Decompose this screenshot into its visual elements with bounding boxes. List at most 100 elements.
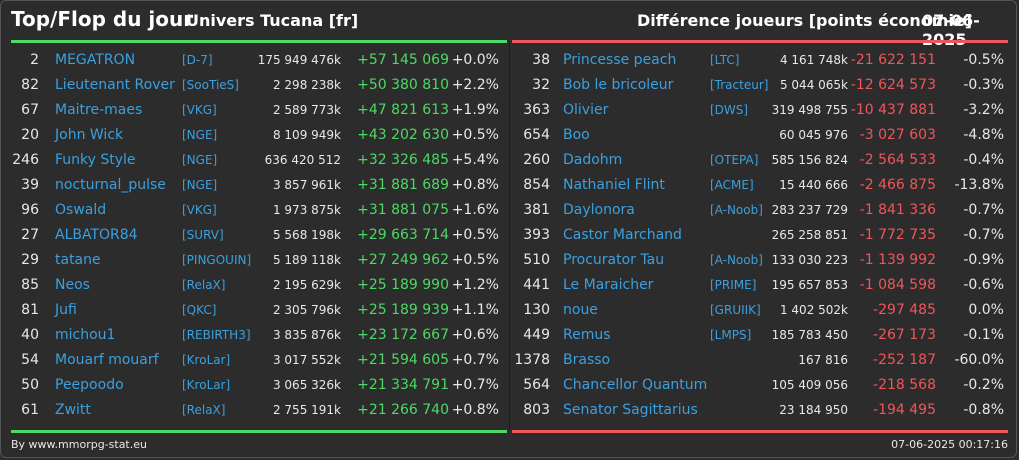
percent-change: +0.7% xyxy=(451,352,499,368)
player-points: 15 440 666 xyxy=(779,178,848,192)
points-difference: -1 841 336 xyxy=(859,202,936,218)
alliance-tag-link[interactable]: [QKC] xyxy=(182,303,217,317)
player-name-link[interactable]: Peepoodo xyxy=(55,377,124,393)
player-rank: 363 xyxy=(523,102,550,118)
player-points: 636 420 512 xyxy=(264,153,341,167)
player-name-link[interactable]: michou1 xyxy=(55,327,116,343)
alliance-tag-link[interactable]: [Tracteur] xyxy=(710,78,769,92)
player-points: 1 973 875k xyxy=(272,203,341,217)
player-name-link[interactable]: Princesse peach xyxy=(563,52,677,68)
player-rank: 96 xyxy=(21,202,39,218)
player-name-link[interactable]: Oswald xyxy=(55,202,107,218)
player-points: 5 189 118k xyxy=(272,253,341,267)
flop-player-row: 32 Bob le bricoleur [Tracteur] 5 044 065k -1… xyxy=(512,73,1008,98)
player-name-link[interactable]: Senator Sagittarius xyxy=(563,402,698,418)
alliance-tag-link[interactable]: [SooTieS] xyxy=(182,78,239,92)
alliance-tag-link[interactable]: [PINGOUIN] xyxy=(182,253,252,267)
player-rank: 2 xyxy=(30,52,39,68)
percent-change: -0.7% xyxy=(963,227,1004,243)
player-name-link[interactable]: Procurator Tau xyxy=(563,252,665,268)
player-rank: 27 xyxy=(21,227,39,243)
player-name-link[interactable]: Mouarf mouarf xyxy=(55,352,159,368)
player-name-link[interactable]: Funky Style xyxy=(55,152,136,168)
percent-change: -4.8% xyxy=(963,127,1004,143)
player-name-link[interactable]: Castor Marchand xyxy=(563,227,682,243)
percent-change: +1.2% xyxy=(451,277,499,293)
player-points: 3 857 961k xyxy=(272,178,341,192)
points-difference: +31 881 689 xyxy=(357,177,449,193)
alliance-tag-link[interactable]: [NGE] xyxy=(182,178,218,192)
player-name-link[interactable]: Neos xyxy=(55,277,90,293)
points-difference: -252 187 xyxy=(873,352,936,368)
column-divider xyxy=(509,43,510,430)
alliance-tag-link[interactable]: [VKG] xyxy=(182,203,217,217)
percent-change: +0.8% xyxy=(451,177,499,193)
player-name-link[interactable]: MEGATRON xyxy=(55,52,136,68)
alliance-tag-link[interactable]: [KroLar] xyxy=(182,378,231,392)
player-name-link[interactable]: Nathaniel Flint xyxy=(563,177,665,193)
player-name-link[interactable]: ALBATOR84 xyxy=(55,227,138,243)
alliance-tag-link[interactable]: [RelaX] xyxy=(182,278,226,292)
points-difference: -2 564 533 xyxy=(859,152,936,168)
alliance-tag-link[interactable]: [KroLar] xyxy=(182,353,231,367)
player-name-link[interactable]: Remus xyxy=(563,327,611,343)
percent-change: +0.0% xyxy=(451,52,499,68)
player-rank: 50 xyxy=(21,377,39,393)
alliance-tag-link[interactable]: [OTEPA] xyxy=(710,153,759,167)
top-players-list: 2 MEGATRON [D-7] 175 949 476k +57 145 069 +0.… xyxy=(11,48,507,423)
player-name-link[interactable]: Le Maraicher xyxy=(563,277,654,293)
flop-player-row: 654 Boo 60 045 976 -3 027 603 -4.8% xyxy=(512,123,1008,148)
alliance-tag-link[interactable]: [D-7] xyxy=(182,53,213,67)
flop-bottom-bar xyxy=(512,430,1008,433)
alliance-tag-link[interactable]: [PRIME] xyxy=(710,278,757,292)
player-name-link[interactable]: Zwitt xyxy=(55,402,91,418)
points-difference: -1 139 992 xyxy=(859,252,936,268)
player-name-link[interactable]: Daylonora xyxy=(563,202,635,218)
percent-change: -13.8% xyxy=(954,177,1004,193)
alliance-tag-link[interactable]: [SURV] xyxy=(182,228,224,242)
player-name-link[interactable]: Boo xyxy=(563,127,590,143)
player-name-link[interactable]: Maitre-maes xyxy=(55,102,143,118)
alliance-tag-link[interactable]: [LTC] xyxy=(710,53,740,67)
player-name-link[interactable]: noue xyxy=(563,302,598,318)
player-name-link[interactable]: Olivier xyxy=(563,102,609,118)
alliance-tag-link[interactable]: [ACME] xyxy=(710,178,754,192)
alliance-tag-link[interactable]: [LMPS] xyxy=(710,328,752,342)
alliance-tag-link[interactable]: [NGE] xyxy=(182,153,218,167)
player-name-link[interactable]: Jufi xyxy=(55,302,77,318)
alliance-tag-link[interactable]: [VKG] xyxy=(182,103,217,117)
player-name-link[interactable]: Brasso xyxy=(563,352,611,368)
top-player-row: 61 Zwitt [RelaX] 2 755 191k +21 266 740 +0.8% xyxy=(11,398,507,423)
points-difference: -21 622 151 xyxy=(850,52,936,68)
points-difference: -2 466 875 xyxy=(859,177,936,193)
top-player-row: 29 tatane [PINGOUIN] 5 189 118k +27 249 962 +… xyxy=(11,248,507,273)
flop-player-row: 564 Chancellor Quantum 105 409 056 -218 568… xyxy=(512,373,1008,398)
top-player-row: 81 Jufi [QKC] 2 305 796k +25 189 939 +1.1% xyxy=(11,298,507,323)
alliance-tag-link[interactable]: [REBIRTH3] xyxy=(182,328,251,342)
percent-change: -0.8% xyxy=(963,402,1004,418)
percent-change: -0.7% xyxy=(963,202,1004,218)
player-rank: 67 xyxy=(21,102,39,118)
alliance-tag-link[interactable]: [DWS] xyxy=(710,103,749,117)
alliance-tag-link[interactable]: [NGE] xyxy=(182,128,218,142)
player-name-link[interactable]: John Wick xyxy=(55,127,124,143)
flop-player-row: 1378 Brasso 167 816 -252 187 -60.0% xyxy=(512,348,1008,373)
player-name-link[interactable]: Dadohm xyxy=(563,152,623,168)
alliance-tag-link[interactable]: [A-Noob] xyxy=(710,253,763,267)
points-difference: +43 202 630 xyxy=(357,127,449,143)
player-rank: 381 xyxy=(523,202,550,218)
player-points: 185 783 450 xyxy=(771,328,848,342)
percent-change: +5.4% xyxy=(451,152,499,168)
player-name-link[interactable]: nocturnal_pulse xyxy=(55,177,166,193)
alliance-tag-link[interactable]: [A-Noob] xyxy=(710,203,763,217)
source-credit: By www.mmorpg-stat.eu xyxy=(11,438,147,451)
player-name-link[interactable]: Bob le bricoleur xyxy=(563,77,674,93)
alliance-tag-link[interactable]: [GRUIIK] xyxy=(710,303,761,317)
timestamp: 07-06-2025 00:17:16 xyxy=(891,438,1008,451)
alliance-tag-link[interactable]: [RelaX] xyxy=(182,403,226,417)
points-difference: +47 821 613 xyxy=(357,102,449,118)
player-name-link[interactable]: Chancellor Quantum xyxy=(563,377,708,393)
player-name-link[interactable]: tatane xyxy=(55,252,101,268)
player-points: 585 156 824 xyxy=(771,153,848,167)
player-name-link[interactable]: Lieutenant Rover xyxy=(55,77,175,93)
